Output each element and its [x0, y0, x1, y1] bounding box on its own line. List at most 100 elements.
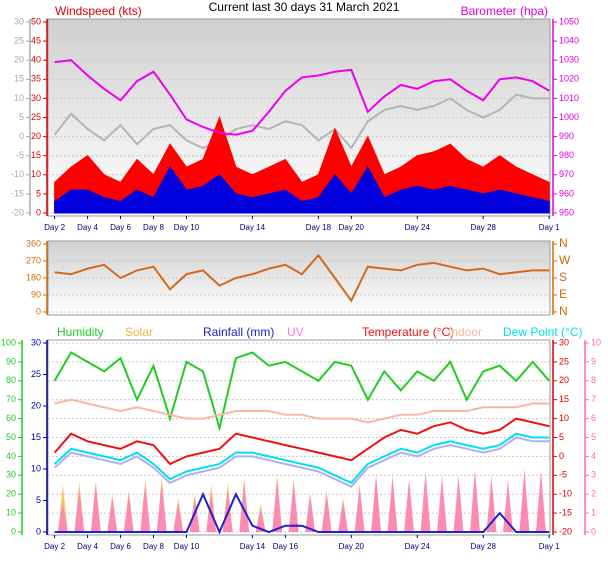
- x-tick-label: Day 6: [110, 542, 131, 551]
- peak: [107, 497, 118, 532]
- x-tick-label: Day 28: [471, 542, 497, 551]
- x-tick-label: Day 8: [143, 542, 164, 551]
- y-tick-label: 10: [14, 93, 24, 103]
- y-tick-label: 6: [591, 413, 596, 423]
- y-tick-label: N: [559, 304, 568, 318]
- y-tick-label: 70: [6, 394, 16, 404]
- y-tick-label: 40: [31, 55, 41, 65]
- y-tick-label: 1040: [559, 35, 579, 45]
- x-tick-label: Day 14: [240, 223, 266, 232]
- y-tick-label: 1050: [559, 16, 579, 26]
- peak: [255, 509, 266, 532]
- y-tick-label: 7: [591, 394, 596, 404]
- y-tick-label: W: [559, 253, 571, 267]
- y-tick-label: 1030: [559, 55, 579, 65]
- y-tick-label: 40: [6, 451, 16, 461]
- y-tick-label: 1: [591, 507, 596, 517]
- y-tick-label: 90: [31, 289, 41, 299]
- x-tick-label: Day 10: [174, 223, 200, 232]
- y-tick-label: 10: [31, 169, 41, 179]
- y-tick-label: 5: [19, 112, 24, 122]
- y-tick-label: 15: [559, 394, 569, 404]
- line: [54, 253, 550, 303]
- plot-background: [47, 339, 551, 536]
- y-tick-label: 25: [559, 356, 569, 366]
- chart-title: Current last 30 days 31 March 2021: [209, 0, 400, 14]
- y-tick-label: 50: [6, 432, 16, 442]
- y-tick-label: 5: [36, 188, 41, 198]
- peak: [535, 469, 546, 532]
- x-tick-label: Day 4: [77, 542, 98, 551]
- line: [53, 436, 550, 488]
- y-tick-label: 60: [6, 413, 16, 423]
- y-tick-label: 9: [591, 356, 596, 366]
- peak: [239, 482, 250, 532]
- x-tick-label: Day 24: [405, 223, 431, 232]
- y-tick-label: 15: [14, 74, 24, 84]
- y-tick-label: 30: [6, 470, 16, 480]
- y-tick-label: 990: [559, 131, 574, 141]
- y-tick-label: 45: [31, 35, 41, 45]
- x-tick-label: Day 16: [273, 542, 299, 551]
- peak: [156, 482, 167, 532]
- y-tick-label: 25: [31, 369, 41, 379]
- y-tick-label: 80: [6, 375, 16, 385]
- peak: [420, 471, 431, 532]
- y-tick-label: 30: [14, 16, 24, 26]
- peak: [173, 503, 184, 532]
- y-tick-label: 0: [36, 306, 41, 316]
- y-tick-label: 100: [1, 337, 16, 347]
- y-tick-label: 20: [559, 375, 569, 385]
- y-tick-label: 30: [559, 337, 569, 347]
- x-tick-label: Day 1: [539, 223, 560, 232]
- y-tick-label: 5: [559, 432, 564, 442]
- y-tick-label: 0: [11, 526, 16, 536]
- peak: [453, 475, 464, 532]
- y-tick-label: -10: [559, 489, 572, 499]
- x-tick-label: Day 1: [539, 542, 560, 551]
- y-tick-label: 2: [591, 489, 596, 499]
- legend-label: Solar: [125, 325, 153, 339]
- legend-label: Temperature (°C): [362, 325, 454, 339]
- y-tick-label: 25: [14, 35, 24, 45]
- y-tick-label: 15: [31, 432, 41, 442]
- y-tick-label: 980: [559, 150, 574, 160]
- line: [53, 417, 550, 466]
- y-tick-label: 90: [6, 356, 16, 366]
- y-tick-label: 0: [36, 526, 41, 536]
- line: [53, 93, 550, 150]
- y-tick-label: 0: [36, 207, 41, 217]
- x-tick-label: Day 8: [143, 223, 164, 232]
- line: [53, 351, 550, 433]
- peak: [140, 484, 151, 532]
- y-tick-label: 20: [6, 489, 16, 499]
- y-tick-label: -5: [16, 150, 24, 160]
- y-tick-label: 8: [591, 375, 596, 385]
- axis-label: Barometer (hpa): [461, 4, 548, 18]
- y-tick-label: 0: [19, 131, 24, 141]
- line: [53, 432, 550, 485]
- peak: [74, 490, 85, 532]
- axis-label: Windspeed (kts): [55, 4, 142, 18]
- y-tick-label: 1020: [559, 74, 579, 84]
- legend-label: Rainfall (mm): [203, 325, 274, 339]
- y-tick-label: 10: [31, 463, 41, 473]
- line: [54, 59, 550, 136]
- y-tick-label: 970: [559, 169, 574, 179]
- y-tick-label: 360: [26, 238, 41, 248]
- peak: [321, 494, 332, 532]
- y-tick-label: 3: [591, 470, 596, 480]
- x-tick-label: Day 28: [471, 223, 497, 232]
- y-tick-label: -5: [559, 470, 567, 480]
- x-tick-label: Day 20: [339, 542, 365, 551]
- x-tick-label: Day 4: [77, 223, 98, 232]
- x-tick-label: Day 10: [174, 542, 200, 551]
- legend-label: Dew Point (°C): [503, 325, 582, 339]
- x-tick-label: Day 2: [44, 223, 65, 232]
- y-tick-label: -15: [11, 188, 24, 198]
- y-tick-label: 10: [6, 507, 16, 517]
- y-tick-label: S: [559, 270, 567, 284]
- peak: [338, 501, 349, 532]
- y-tick-label: 0: [591, 526, 596, 536]
